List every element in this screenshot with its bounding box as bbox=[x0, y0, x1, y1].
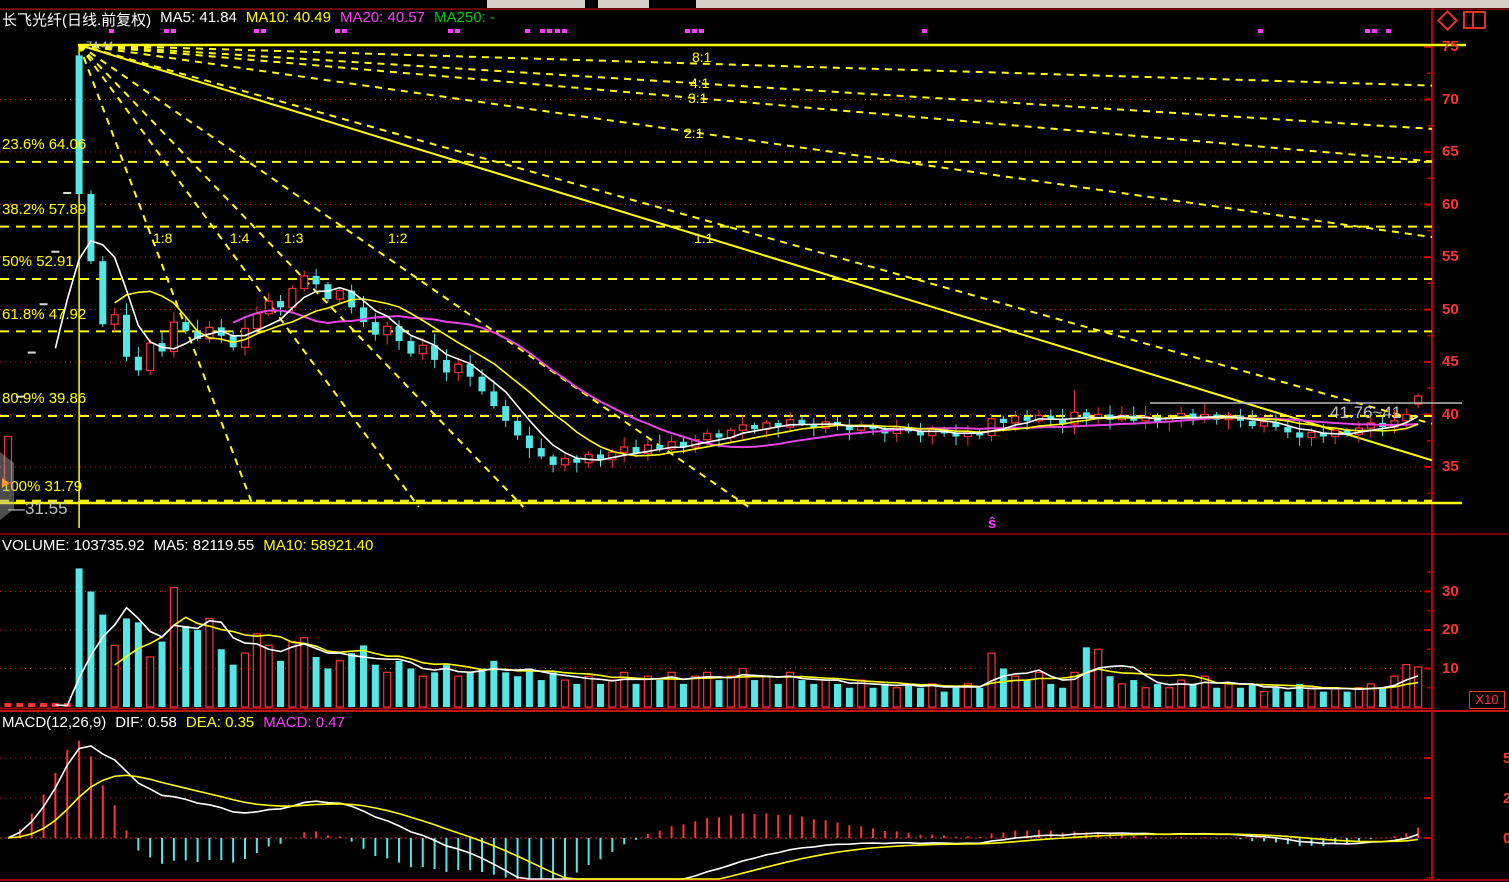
macd-tick-label: 2.50 bbox=[1503, 790, 1509, 807]
side-panel-handle[interactable] bbox=[0, 452, 14, 520]
macd-tick-label: 0.00 bbox=[1503, 830, 1509, 847]
macd-value: MACD: 0.47 bbox=[263, 714, 345, 731]
ma20-value: MA20: 40.57 bbox=[339, 9, 426, 26]
main-chart-header: 长飞光纤(日线.前复权) MA5: 41.84 MA10: 40.49 MA20… bbox=[2, 9, 495, 30]
price-tick-label: 35 bbox=[1442, 458, 1459, 475]
fib-label-809: 80.9% 39.86 bbox=[2, 390, 87, 407]
price-tick-label: 60 bbox=[1442, 195, 1459, 213]
dea-value: DEA: 0.35 bbox=[185, 714, 255, 731]
gann-ratio-label: 1:4 bbox=[230, 230, 250, 246]
volume-tick-label: 30 bbox=[1442, 582, 1459, 600]
ma10-value: MA10: 40.49 bbox=[245, 9, 331, 26]
chrome-gap bbox=[585, 0, 598, 8]
chrome-gap bbox=[649, 0, 696, 8]
volume-ma5: MA5: 82119.55 bbox=[153, 537, 255, 554]
price-tick-label: 40 bbox=[1442, 405, 1459, 423]
volume-header: VOLUME: 103735.92 MA5: 82119.55 MA10: 58… bbox=[2, 537, 373, 554]
price-tick-label: 70 bbox=[1442, 90, 1459, 108]
fib-label-382: 38.2% 57.89 bbox=[2, 201, 87, 218]
price-tick-label: 75 bbox=[1442, 38, 1459, 55]
gann-ratio-label: 1:1 bbox=[694, 230, 714, 246]
expand-arrow-icon bbox=[2, 478, 9, 488]
price-tick-label: 65 bbox=[1442, 143, 1459, 160]
split-marker: ŝ bbox=[988, 515, 997, 532]
gann-ratio-label: 3:1 bbox=[688, 90, 708, 106]
volume-tick-label: 10 bbox=[1442, 659, 1459, 677]
volume-ma10: MA10: 58921.40 bbox=[263, 537, 374, 554]
dif-value: DIF: 0.58 bbox=[115, 714, 177, 731]
volume-value: VOLUME: 103735.92 bbox=[2, 537, 145, 554]
gann-ratio-label: 8:1 bbox=[692, 49, 712, 65]
last-price-label: 41.76~41 bbox=[1330, 403, 1402, 422]
gann-ratio-label: 1:2 bbox=[388, 230, 408, 246]
gann-ratio-label: 1:8 bbox=[153, 230, 173, 246]
fib-label-236: 23.6% 64.06 bbox=[2, 136, 87, 153]
macd-tick-label: 5.00 bbox=[1503, 750, 1509, 767]
fib-label-618: 61.8% 47.92 bbox=[2, 306, 87, 323]
stock-title: 长飞光纤(日线.前复权) bbox=[2, 12, 152, 29]
price-tick-label: 45 bbox=[1442, 353, 1459, 370]
lowest-price-label: —31.55 bbox=[8, 499, 68, 518]
gann-ratio-label: 2:1 bbox=[684, 125, 704, 141]
volume-tick-label: 20 bbox=[1442, 621, 1459, 638]
split-window-icon-divider bbox=[1472, 13, 1474, 27]
window-chrome-strip bbox=[487, 0, 1509, 8]
macd-params: MACD(12,26,9) bbox=[2, 714, 107, 731]
price-tick-label: 55 bbox=[1442, 248, 1459, 265]
price-tick-label: 50 bbox=[1442, 300, 1459, 318]
gann-ratio-label: 4:1 bbox=[690, 75, 710, 91]
ma5-value: MA5: 41.84 bbox=[160, 9, 237, 26]
gann-ratio-label: 1:3 bbox=[284, 230, 304, 246]
ma250-value: MA250: - bbox=[434, 9, 495, 26]
fib-label-100: 100% 31.79 bbox=[2, 478, 83, 495]
macd-header: MACD(12,26,9) DIF: 0.58 DEA: 0.35 MACD: … bbox=[2, 714, 345, 731]
fib-label-50: 50% 52.91 bbox=[2, 253, 74, 270]
split-window-icon[interactable] bbox=[1463, 11, 1486, 29]
volume-multiplier-badge: X10 bbox=[1469, 691, 1505, 709]
peak-price-label: 74.44 bbox=[86, 40, 114, 52]
